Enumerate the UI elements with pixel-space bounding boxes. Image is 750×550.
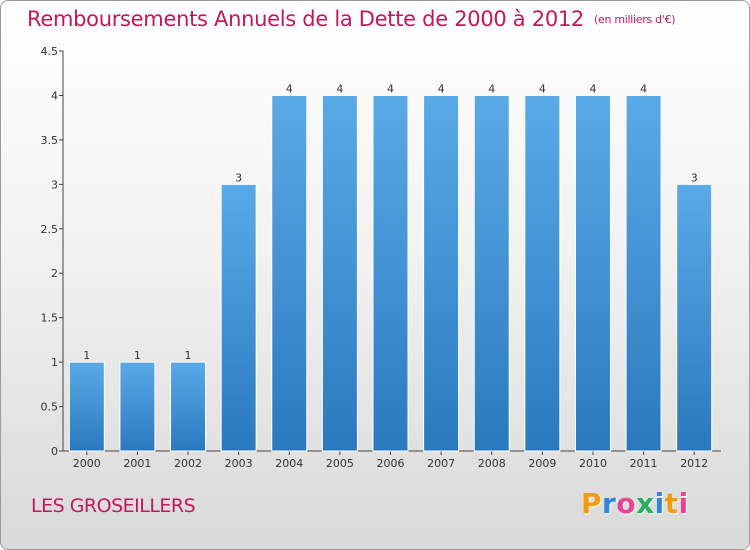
bar <box>68 361 105 452</box>
bar <box>524 94 561 452</box>
bar <box>473 94 510 452</box>
x-tick-label: 2001 <box>123 457 151 470</box>
bar <box>119 361 156 452</box>
x-tick-label: 2008 <box>478 457 506 470</box>
bar <box>372 94 409 452</box>
logo-letter: x <box>636 487 655 520</box>
y-tick-label: 4 <box>51 89 58 102</box>
y-tick-label: 3 <box>51 178 58 191</box>
x-tick-label: 2012 <box>680 457 708 470</box>
logo-letter: t <box>664 487 679 520</box>
data-label: 4 <box>336 82 343 95</box>
data-label: 4 <box>286 82 293 95</box>
x-tick-label: 2010 <box>579 457 607 470</box>
y-tick-label: 4.5 <box>41 45 59 58</box>
x-tick-label: 2000 <box>73 457 101 470</box>
y-tick-label: 1 <box>51 356 58 369</box>
x-tick-label: 2006 <box>377 457 405 470</box>
y-tick-label: 2.5 <box>41 223 59 236</box>
bar <box>676 183 713 452</box>
data-label: 3 <box>235 171 242 184</box>
y-tick-label: 0 <box>51 445 58 458</box>
data-label: 4 <box>589 82 596 95</box>
chart-title: Remboursements Annuels de la Dette de 20… <box>27 7 675 31</box>
x-tick-label: 2005 <box>326 457 354 470</box>
logo-letter: o <box>616 487 637 520</box>
x-tick-label: 2011 <box>630 457 658 470</box>
y-tick-label: 2 <box>51 267 58 280</box>
y-tick-label: 1.5 <box>41 312 59 325</box>
data-label: 4 <box>438 82 445 95</box>
y-tick-label: 3.5 <box>41 134 59 147</box>
x-tick-label: 2007 <box>427 457 455 470</box>
bar <box>220 183 257 452</box>
x-tick-label: 2003 <box>225 457 253 470</box>
x-tick-label: 2002 <box>174 457 202 470</box>
x-tick-label: 2009 <box>528 457 556 470</box>
chart-unit: (en milliers d'€) <box>594 13 676 26</box>
data-label: 4 <box>387 82 394 95</box>
proxiti-logo[interactable]: Proxiti <box>581 487 689 520</box>
logo-letter: i <box>654 487 665 520</box>
bar <box>271 94 308 452</box>
y-tick-label: 0.5 <box>41 401 59 414</box>
data-label: 1 <box>185 349 192 362</box>
logo-letter: i <box>678 487 689 520</box>
data-label: 3 <box>691 171 698 184</box>
chart-title-text: Remboursements Annuels de la Dette de 20… <box>27 7 584 31</box>
bar <box>574 94 611 452</box>
logo-letter: r <box>602 487 617 520</box>
data-label: 4 <box>539 82 546 95</box>
data-label: 4 <box>640 82 647 95</box>
x-tick-label: 2004 <box>275 457 303 470</box>
bar <box>423 94 460 452</box>
bar <box>321 94 358 452</box>
bar <box>625 94 662 452</box>
data-label: 1 <box>134 349 141 362</box>
data-label: 4 <box>488 82 495 95</box>
commune-name: LES GROSEILLERS <box>31 495 196 517</box>
bar <box>170 361 207 452</box>
data-label: 1 <box>83 349 90 362</box>
logo-letter: P <box>581 487 603 520</box>
